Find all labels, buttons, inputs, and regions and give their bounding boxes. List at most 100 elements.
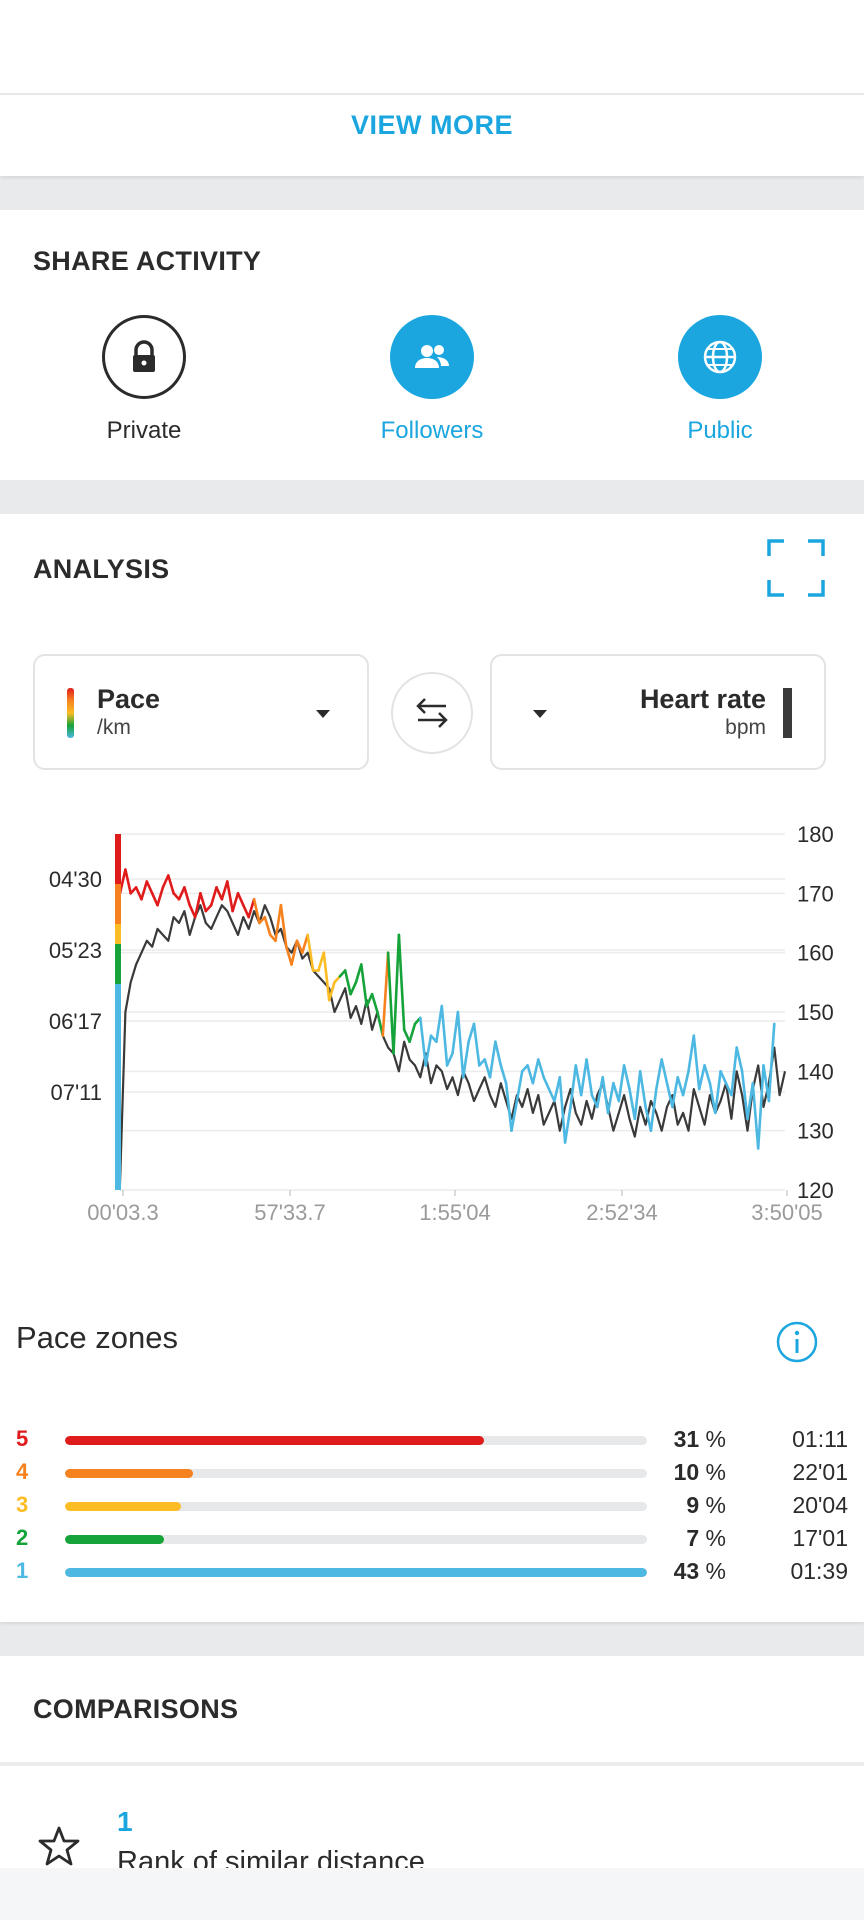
y-right-tick-label: 160	[797, 941, 834, 966]
zone-number: 2	[16, 1525, 29, 1550]
zone-percent: 31 %	[673, 1426, 726, 1452]
fullscreen-icon[interactable]	[766, 538, 826, 598]
pace-series-segment	[242, 903, 250, 919]
pace-series-segment	[231, 892, 240, 913]
x-tick-label: 00'03.3	[87, 1200, 159, 1225]
pace-series-segment	[547, 1087, 556, 1103]
pace-series-segment	[703, 1064, 712, 1085]
pace-series-segment	[140, 880, 149, 901]
x-tick-label: 57'33.7	[254, 1200, 326, 1225]
zone-bar-track	[65, 1469, 647, 1478]
y-right-tick-label: 120	[797, 1178, 834, 1203]
globe-icon	[678, 315, 762, 399]
x-tick-label: 3:50'05	[751, 1200, 823, 1225]
share-followers-option[interactable]: Followers	[332, 315, 532, 445]
pace-series-segment	[644, 1105, 653, 1133]
analysis-chart[interactable]: 180 170 160 150 140 130 120 04'30 05'23 06'17 07'1…	[0, 814, 864, 1354]
pace-zone-row: 3 9 % 20'04	[0, 1492, 864, 1522]
right-metric-selector[interactable]: Heart rate bpm	[490, 654, 826, 770]
zone-bar-track	[65, 1436, 647, 1445]
pace-series-segment	[279, 903, 288, 948]
pace-series-segment	[676, 1075, 685, 1097]
pace-series-segment	[252, 898, 261, 925]
pace-series-segment	[247, 898, 256, 919]
pace-series-segment	[515, 1069, 524, 1103]
pace-series-segment	[349, 981, 358, 996]
pace-series-segment	[343, 969, 352, 996]
pace-series-segment	[124, 868, 132, 895]
swap-metrics-button[interactable]	[391, 672, 473, 754]
pace-series-segment	[359, 963, 369, 1008]
pace-zone-row: 1 43 % 01:39	[0, 1558, 864, 1588]
pace-series-segment	[649, 1087, 658, 1133]
star-icon	[37, 1824, 81, 1868]
pace-series-segment	[183, 886, 191, 907]
zone-bar-fill	[65, 1502, 182, 1511]
left-metric-selector[interactable]: Pace /km	[33, 654, 369, 770]
pace-series-segment	[740, 1069, 749, 1121]
divider	[0, 93, 864, 95]
zone-number: 1	[16, 1558, 29, 1583]
info-icon[interactable]	[776, 1321, 818, 1363]
share-public-label: Public	[687, 417, 753, 444]
pace-series-segment	[638, 1069, 647, 1109]
divider	[0, 1762, 864, 1766]
y-left-tick-label: 07'11	[50, 1080, 102, 1105]
zone-bar-fill	[65, 1469, 194, 1478]
pace-series-segment	[226, 880, 234, 913]
view-more-button[interactable]: VIEW MORE	[350, 110, 513, 140]
zone-percent: 9 %	[686, 1492, 726, 1518]
zone-bar-fill	[65, 1436, 485, 1445]
pace-series-segment	[483, 1058, 492, 1079]
pace-series-segment	[263, 915, 272, 937]
right-metric-name: Heart rate	[639, 684, 766, 714]
pace-series-segment	[665, 1081, 674, 1109]
pace-series-segment	[687, 1034, 696, 1073]
pace-series-segment	[531, 1058, 540, 1085]
zone-bar-fill	[65, 1535, 164, 1544]
pace-series-segment	[660, 1058, 669, 1085]
pace-series-segment	[386, 951, 395, 1055]
y-right-tick-label: 170	[797, 881, 834, 906]
pace-series-segment	[424, 1034, 433, 1067]
y-left-tick-label: 04'30	[49, 867, 102, 892]
pace-series-segment	[215, 886, 224, 901]
pace-series-segment	[601, 1075, 610, 1115]
share-public-option[interactable]: Public	[620, 315, 820, 445]
pace-series-segment	[322, 951, 331, 1002]
analysis-title: ANALYSIS	[33, 554, 170, 584]
pace-series-segment	[681, 1069, 690, 1097]
share-private-option[interactable]: Private	[44, 315, 244, 445]
pace-zone-row: 4 10 % 22'01	[0, 1459, 864, 1489]
pace-series-segment	[622, 1064, 631, 1091]
pace-series-segment	[445, 1052, 454, 1067]
chevron-down-icon	[316, 710, 330, 718]
zone-bar-track	[65, 1568, 647, 1577]
top-card: VIEW MORE	[0, 0, 864, 176]
chevron-down-icon	[533, 710, 547, 718]
share-followers-label: Followers	[380, 417, 484, 444]
pace-series-segment	[300, 933, 310, 954]
pace-series-segment	[161, 874, 170, 889]
pace-series-segment	[746, 1081, 755, 1121]
pace-series-segment	[735, 1046, 744, 1073]
pace-series-segment	[499, 1064, 508, 1085]
rank-value: 1	[117, 1806, 133, 1837]
pace-series-segment	[606, 1081, 615, 1115]
pace-series-segment	[488, 1040, 497, 1079]
pace-series-segment	[134, 886, 143, 901]
analysis-card: ANALYSIS Pace /km Heart rate bpm 180 170 1…	[0, 514, 864, 1622]
pace-series-segment	[274, 903, 283, 943]
pace-series-segment	[558, 1075, 567, 1144]
zone-number: 4	[16, 1459, 29, 1484]
pace-series-segment	[408, 1022, 417, 1043]
pace-series-segment	[177, 886, 186, 901]
swap-icon	[416, 698, 448, 728]
y-left-tick-label: 05'23	[49, 938, 102, 963]
y-left-tick-label: 06'17	[49, 1009, 102, 1034]
pace-series-segment	[504, 1081, 513, 1133]
y-right-tick-label: 150	[797, 1000, 834, 1025]
pace-series-segment	[193, 892, 202, 919]
pace-series-segment	[156, 886, 165, 907]
zone-time: 01:11	[792, 1426, 848, 1452]
